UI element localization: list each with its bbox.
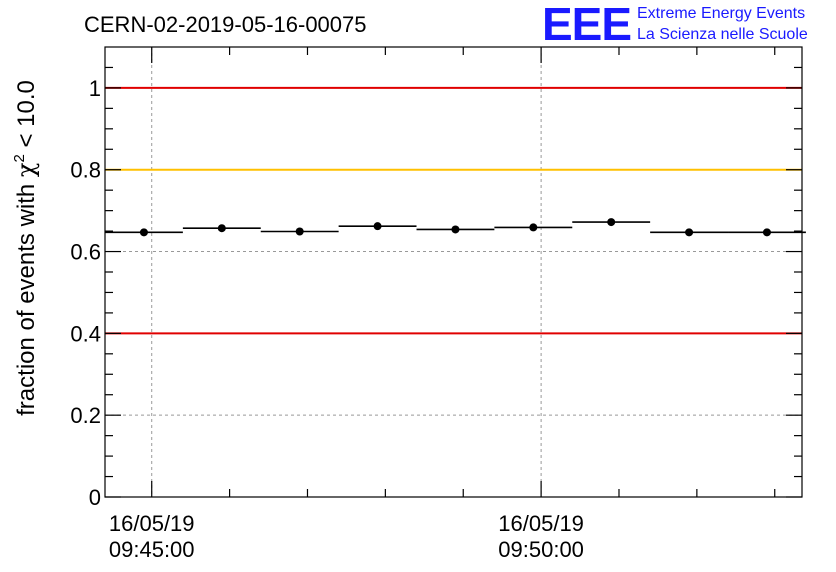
eee-logo: EEE Extreme Energy Events La Scienza nel… (542, 0, 808, 50)
axis-ticks (105, 47, 802, 498)
x-tick-label-time: 09:45:00 (109, 537, 195, 562)
y-tick-label: 1 (89, 76, 101, 101)
data-point (295, 227, 304, 236)
grid-lines (105, 47, 802, 497)
y-axis-title-sup: 2 (11, 154, 28, 162)
y-tick-label: 0.4 (70, 321, 101, 346)
logo-mark: EEE (542, 0, 631, 50)
data-point (139, 228, 148, 237)
y-axis-title: fraction of events with χ2 < 10.0 (11, 80, 40, 416)
data-point (451, 225, 460, 234)
x-tick-label-time: 09:50:00 (498, 537, 584, 562)
chart-title: CERN-02-2019-05-16-00075 (84, 12, 367, 37)
y-axis-title-tail: < 10.0 (13, 80, 40, 154)
data-point (529, 223, 538, 232)
reference-lines (105, 86, 802, 335)
y-tick-label: 0.8 (70, 158, 101, 183)
y-tick-label: 0.6 (70, 240, 101, 265)
data-points (105, 218, 806, 237)
y-tick-label: 0 (89, 485, 101, 510)
data-point (217, 224, 226, 233)
data-point (607, 218, 616, 227)
data-point (685, 228, 694, 237)
data-point (373, 222, 382, 231)
x-tick-label-date: 16/05/19 (109, 511, 195, 536)
y-axis-title-main: fraction of events with (13, 177, 40, 416)
logo-line1: Extreme Energy Events (637, 5, 805, 22)
data-point (762, 228, 771, 237)
y-axis-title-chi: χ (12, 162, 40, 177)
y-tick-label: 0.2 (70, 403, 101, 428)
plot-frame (104, 46, 803, 498)
y-tick-labels: 0 0.2 0.4 0.6 0.8 1 (70, 76, 101, 510)
logo-line2: La Scienza nelle Scuole (637, 26, 808, 43)
x-tick-label-date: 16/05/19 (498, 511, 584, 536)
